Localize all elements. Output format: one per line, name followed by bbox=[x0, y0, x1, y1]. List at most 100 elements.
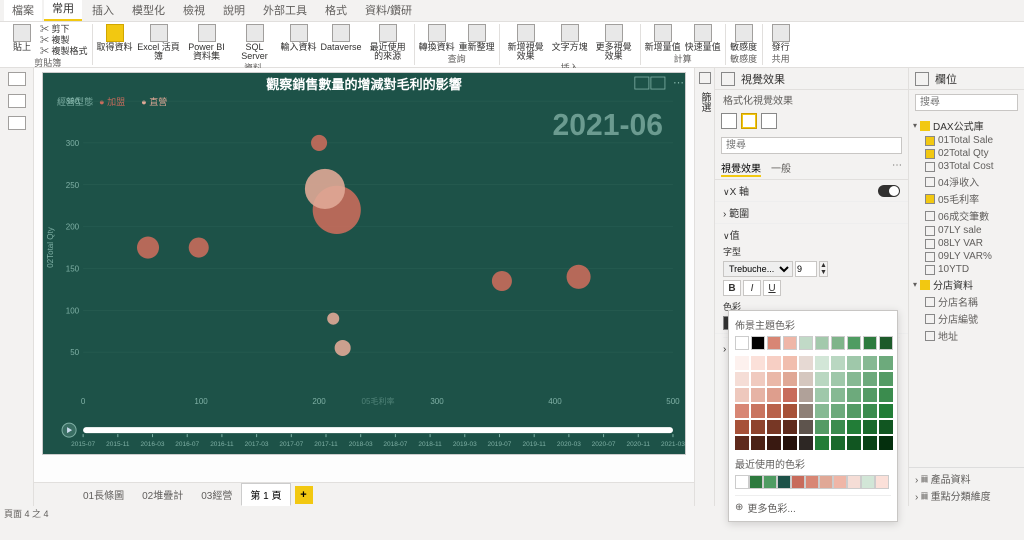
color-swatch[interactable] bbox=[831, 372, 845, 386]
color-swatch[interactable] bbox=[879, 388, 893, 402]
ribbon-button[interactable]: Power BI 資料集 bbox=[185, 24, 229, 61]
color-swatch[interactable] bbox=[863, 436, 877, 450]
color-swatch[interactable] bbox=[799, 388, 813, 402]
color-swatch[interactable] bbox=[751, 436, 765, 450]
color-picker-popup[interactable]: 佈景主題色彩 最近使用的色彩 ⊕更多色彩... bbox=[728, 310, 898, 522]
color-swatch[interactable] bbox=[751, 336, 765, 350]
color-swatch[interactable] bbox=[735, 356, 749, 370]
color-swatch[interactable] bbox=[863, 388, 877, 402]
color-swatch[interactable] bbox=[831, 336, 845, 350]
ribbon-tab[interactable]: 格式 bbox=[317, 0, 355, 21]
ribbon-tab[interactable]: 說明 bbox=[215, 0, 253, 21]
color-swatch[interactable] bbox=[767, 436, 781, 450]
field-table[interactable]: DAX公式庫 bbox=[913, 117, 1020, 134]
field-item[interactable]: 03Total Cost bbox=[913, 160, 1020, 173]
field-table[interactable]: › 𝄜 重點分類維度 bbox=[913, 487, 1020, 504]
field-item[interactable]: 分店編號 bbox=[913, 310, 1020, 327]
field-table[interactable]: › 𝄜 產品資料 bbox=[913, 470, 1020, 487]
color-swatch[interactable] bbox=[831, 388, 845, 402]
color-swatch[interactable] bbox=[749, 475, 763, 489]
underline-button[interactable]: U bbox=[763, 280, 781, 296]
color-swatch[interactable] bbox=[831, 436, 845, 450]
more-colors-link[interactable]: ⊕更多色彩... bbox=[735, 495, 891, 515]
field-item[interactable]: 01Total Sale bbox=[913, 134, 1020, 147]
color-swatch[interactable] bbox=[751, 388, 765, 402]
color-swatch[interactable] bbox=[847, 388, 861, 402]
color-swatch[interactable] bbox=[767, 420, 781, 434]
field-item[interactable]: 05毛利率 bbox=[913, 190, 1020, 207]
color-swatch[interactable] bbox=[819, 475, 833, 489]
bubble-chart-visual[interactable]: ⋯觀察銷售數量的增減對毛利的影響經營型態● 加盟● 直營2021-0650100… bbox=[42, 72, 686, 455]
paste-button[interactable]: 貼上 bbox=[8, 24, 36, 52]
add-page-button[interactable]: + bbox=[295, 486, 313, 504]
ribbon-tab[interactable]: 模型化 bbox=[124, 0, 173, 21]
color-swatch[interactable] bbox=[863, 336, 877, 350]
color-swatch[interactable] bbox=[831, 356, 845, 370]
ribbon-tab[interactable]: 檢視 bbox=[175, 0, 213, 21]
color-swatch[interactable] bbox=[767, 356, 781, 370]
chevron-left-icon[interactable] bbox=[915, 72, 929, 86]
color-swatch[interactable] bbox=[799, 404, 813, 418]
ribbon-tab[interactable]: 資料/鑽研 bbox=[357, 0, 420, 21]
ribbon-button[interactable]: 快速量值 bbox=[685, 24, 721, 52]
section-x-axis[interactable]: X 軸 bbox=[715, 180, 908, 202]
color-swatch[interactable] bbox=[767, 388, 781, 402]
font-size-down[interactable]: ▼ bbox=[820, 269, 827, 276]
fields-search[interactable] bbox=[915, 94, 1018, 111]
color-swatch[interactable] bbox=[751, 404, 765, 418]
color-swatch[interactable] bbox=[815, 420, 829, 434]
field-item[interactable]: 地址 bbox=[913, 327, 1020, 344]
color-swatch[interactable] bbox=[783, 336, 797, 350]
color-swatch[interactable] bbox=[847, 475, 861, 489]
color-swatch[interactable] bbox=[879, 420, 893, 434]
color-swatch[interactable] bbox=[735, 388, 749, 402]
color-swatch[interactable] bbox=[799, 372, 813, 386]
page-tab[interactable]: 第 1 頁 bbox=[241, 483, 290, 506]
ribbon-button[interactable]: 新增量值 bbox=[645, 24, 681, 52]
color-swatch[interactable] bbox=[879, 356, 893, 370]
color-swatch[interactable] bbox=[805, 475, 819, 489]
color-swatch[interactable] bbox=[783, 404, 797, 418]
color-swatch[interactable] bbox=[847, 436, 861, 450]
report-view-icon[interactable] bbox=[8, 72, 26, 86]
color-swatch[interactable] bbox=[735, 404, 749, 418]
ribbon-button[interactable]: 敏感度 bbox=[730, 24, 758, 52]
color-swatch[interactable] bbox=[847, 420, 861, 434]
section-range[interactable]: › 範圍 bbox=[715, 202, 908, 224]
italic-button[interactable]: I bbox=[743, 280, 761, 296]
color-swatch[interactable] bbox=[815, 336, 829, 350]
field-table[interactable]: 分店資料 bbox=[913, 276, 1020, 293]
format-search[interactable] bbox=[721, 137, 902, 154]
color-swatch[interactable] bbox=[815, 372, 829, 386]
color-swatch[interactable] bbox=[847, 372, 861, 386]
color-swatch[interactable] bbox=[735, 372, 749, 386]
ribbon-tab[interactable]: 插入 bbox=[84, 0, 122, 21]
color-swatch[interactable] bbox=[783, 356, 797, 370]
bold-button[interactable]: B bbox=[723, 280, 741, 296]
color-swatch[interactable] bbox=[879, 404, 893, 418]
ribbon-button[interactable]: 轉換資料 bbox=[419, 24, 455, 52]
analytics-icon[interactable] bbox=[761, 113, 777, 129]
ribbon-button[interactable]: SQL Server bbox=[233, 24, 277, 61]
x-axis-toggle[interactable] bbox=[878, 185, 900, 197]
font-size-input[interactable] bbox=[795, 261, 817, 277]
page-tab[interactable]: 01長條圖 bbox=[74, 483, 133, 506]
field-item[interactable]: 分店名稱 bbox=[913, 293, 1020, 310]
ribbon-button[interactable]: 發行 bbox=[767, 24, 795, 52]
chevron-left-icon[interactable] bbox=[721, 72, 735, 86]
color-swatch[interactable] bbox=[879, 372, 893, 386]
report-canvas[interactable]: ⋯觀察銷售數量的增減對毛利的影響經營型態● 加盟● 直營2021-0650100… bbox=[34, 68, 694, 506]
ribbon-button[interactable]: 取得資料 bbox=[97, 24, 133, 52]
color-swatch[interactable] bbox=[799, 356, 813, 370]
subtab-general[interactable]: 一般 bbox=[771, 160, 791, 177]
color-swatch[interactable] bbox=[751, 372, 765, 386]
color-swatch[interactable] bbox=[799, 436, 813, 450]
font-family-select[interactable]: Trebuche... bbox=[723, 261, 793, 277]
page-tab[interactable]: 02堆疊計 bbox=[133, 483, 192, 506]
clipboard-subitems[interactable]: ✂ 剪下✂ 複製✂ 複製格式 bbox=[40, 24, 88, 56]
color-swatch[interactable] bbox=[799, 420, 813, 434]
ribbon-tab[interactable]: 外部工具 bbox=[255, 0, 315, 21]
chevron-left-icon[interactable] bbox=[699, 72, 711, 84]
color-swatch[interactable] bbox=[763, 475, 777, 489]
color-swatch[interactable] bbox=[847, 356, 861, 370]
